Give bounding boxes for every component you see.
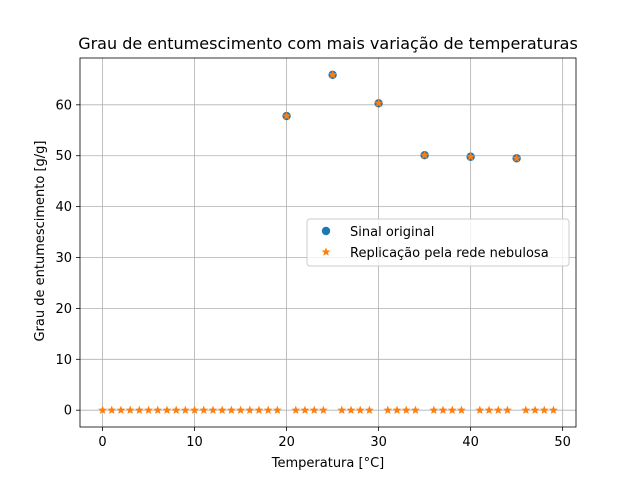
data-point-star xyxy=(328,70,337,79)
data-point-star xyxy=(484,405,494,414)
data-point-star xyxy=(245,405,255,414)
data-point-star xyxy=(199,405,209,414)
data-point-star xyxy=(254,405,264,414)
y-tick-label: 20 xyxy=(55,302,72,317)
data-point-star xyxy=(429,405,439,414)
data-point-star xyxy=(190,405,199,414)
legend-marker-star xyxy=(321,247,331,256)
data-point-star xyxy=(236,405,245,414)
data-point-star xyxy=(401,405,411,414)
data-point-star xyxy=(411,405,420,414)
plot-area-frame xyxy=(79,57,577,428)
legend-box xyxy=(306,218,570,267)
data-point-star xyxy=(208,405,218,414)
legend-circle-marker xyxy=(321,226,331,236)
data-series xyxy=(98,70,558,414)
data-point-star xyxy=(171,405,181,414)
y-tick-label: 40 xyxy=(55,200,72,215)
x-tick-label: 10 xyxy=(186,435,203,450)
chart-title: Grau de entumescimento com mais variação… xyxy=(78,34,578,53)
data-point-star xyxy=(291,405,301,414)
legend-star-marker xyxy=(321,247,331,256)
data-point-star xyxy=(217,405,227,414)
data-point-star xyxy=(512,153,522,162)
axis-ticks: 0 10 20 30 40 50 0 10 20 30 40 50 60 xyxy=(55,98,570,450)
data-point-star xyxy=(383,405,393,414)
x-tick-label: 40 xyxy=(462,435,479,450)
data-point-star xyxy=(134,405,144,414)
x-tick-label: 30 xyxy=(370,435,387,450)
y-axis-label: Grau de entumescimento [g/g] xyxy=(33,140,48,341)
x-tick-label: 50 xyxy=(554,435,571,450)
data-point-star xyxy=(300,405,310,414)
y-tick-label: 30 xyxy=(55,251,72,266)
data-point-star xyxy=(447,405,457,414)
data-point-star xyxy=(392,405,402,414)
data-point-star xyxy=(521,405,531,414)
legend-label-original: Sinal original xyxy=(350,225,434,240)
data-point-star xyxy=(438,405,448,414)
data-point-star xyxy=(420,150,429,159)
data-point-star xyxy=(227,405,236,414)
data-point-star xyxy=(365,405,374,414)
data-point-star xyxy=(180,405,190,414)
series-replication xyxy=(98,70,558,414)
x-tick-label: 0 xyxy=(98,435,106,450)
data-point-star xyxy=(466,152,476,161)
data-point-star xyxy=(282,111,291,120)
x-axis-label: Temperatura [°C] xyxy=(271,456,384,471)
data-point-star xyxy=(144,405,153,414)
y-tick-label: 10 xyxy=(55,353,72,368)
data-point-star xyxy=(337,405,347,414)
y-tick-label: 60 xyxy=(55,98,72,113)
data-point-star xyxy=(355,405,365,414)
data-point-star xyxy=(530,405,540,414)
data-point-star xyxy=(125,405,135,414)
legend-marker-circle xyxy=(321,226,331,236)
data-point-star xyxy=(107,405,117,414)
data-point-star xyxy=(503,405,512,414)
y-tick-label: 0 xyxy=(64,404,72,419)
data-point-star xyxy=(549,405,558,414)
data-point-star xyxy=(493,405,503,414)
data-point-star xyxy=(162,405,172,414)
legend-label-replication: Replicação pela rede nebulosa xyxy=(350,246,549,261)
data-point-star xyxy=(153,405,163,414)
data-point-star xyxy=(273,405,282,414)
data-point-star xyxy=(475,405,485,414)
data-point-star xyxy=(374,98,383,108)
legend: Sinal original Replicação pela rede nebu… xyxy=(306,218,570,267)
data-point-star xyxy=(309,405,319,414)
data-point-star xyxy=(346,405,356,414)
data-point-star xyxy=(98,405,107,414)
data-point-star xyxy=(457,405,466,414)
data-point-star xyxy=(319,405,328,414)
x-tick-label: 20 xyxy=(278,435,295,450)
data-point-star xyxy=(263,405,273,414)
data-point-star xyxy=(539,405,549,414)
data-point-star xyxy=(116,405,126,414)
y-tick-label: 50 xyxy=(55,149,72,164)
